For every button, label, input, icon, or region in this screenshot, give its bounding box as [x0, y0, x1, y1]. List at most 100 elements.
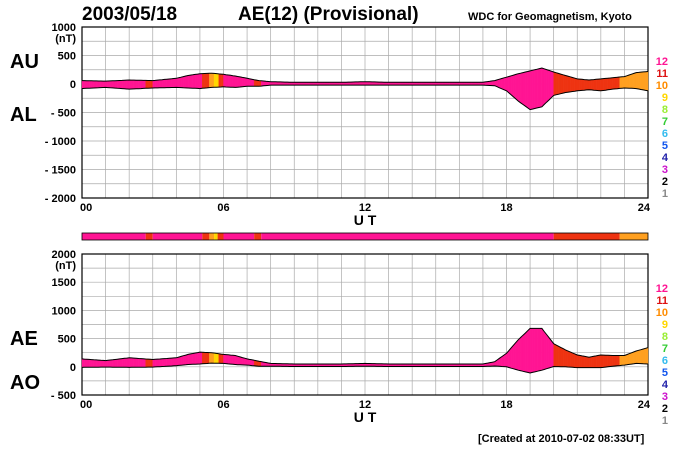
area-slice [536, 328, 540, 372]
area-slice [124, 357, 128, 368]
area-slice [166, 78, 170, 88]
area-slice [525, 330, 528, 373]
area-slice [628, 352, 632, 365]
legend-level: 1 [662, 415, 668, 427]
area-slice [225, 354, 229, 365]
area-slice [621, 76, 625, 89]
area-slice [211, 352, 215, 364]
area-slice [185, 354, 189, 365]
area-slice [237, 355, 241, 365]
area-slice [593, 79, 597, 91]
area-slice [131, 79, 135, 90]
area-slice [121, 358, 125, 368]
area-slice [218, 353, 222, 364]
area-slice [152, 359, 156, 368]
area-slice [544, 68, 547, 105]
area-slice [555, 344, 559, 367]
area-slice [249, 359, 252, 366]
area-slice [539, 328, 543, 372]
legend-level: 8 [662, 331, 668, 343]
area-slice [244, 77, 248, 87]
area-slice [600, 78, 604, 92]
series-line-ae [81, 327, 649, 365]
area-slice [631, 351, 635, 365]
area-slice [136, 358, 139, 368]
area-slice [235, 355, 238, 365]
area-slice [600, 354, 604, 368]
area-slice [157, 358, 161, 368]
area-slice [121, 80, 125, 90]
x-tick-label: 18 [500, 399, 512, 411]
area-slice [133, 79, 137, 90]
area-slice [95, 359, 99, 368]
y-tick-label: - 1000 [45, 136, 76, 148]
y-tick-label: - 500 [51, 390, 76, 402]
area-slice [110, 359, 113, 368]
area-slice [232, 75, 236, 88]
area-slice [534, 68, 538, 109]
area-slice [614, 355, 618, 367]
x-axis-label: U T [354, 409, 377, 425]
area-slice [192, 74, 196, 89]
area-slice [581, 79, 585, 91]
area-slice [612, 77, 616, 90]
area-slice [242, 77, 245, 87]
area-slice [154, 79, 158, 89]
legend-level: 11 [656, 68, 668, 80]
area-slice [525, 71, 528, 109]
area-slice [532, 328, 535, 373]
area-slice [261, 80, 264, 87]
area-slice [84, 80, 87, 89]
area-slice [503, 76, 507, 92]
area-slice [548, 70, 552, 101]
area-slice [183, 75, 186, 89]
area-slice [81, 358, 85, 368]
area-slice [511, 74, 514, 98]
plot-frame [81, 26, 649, 199]
area-slice [569, 76, 573, 93]
x-tick-label: 24 [638, 202, 651, 214]
legend-level: 7 [662, 343, 668, 355]
area-slice [187, 353, 191, 365]
x-axis-label: U T [354, 212, 377, 228]
area-slice [225, 74, 229, 88]
area-slice [140, 358, 144, 368]
area-slice [560, 347, 564, 367]
area-slice [572, 77, 576, 92]
area-slice [143, 358, 146, 368]
area-slice [206, 352, 210, 364]
area-slice [110, 80, 113, 89]
strip-segment [217, 233, 224, 240]
area-slice [574, 353, 578, 368]
area-slice [253, 79, 257, 87]
area-slice [237, 76, 241, 88]
area-slice [220, 353, 224, 364]
area-slice [617, 76, 620, 89]
area-slice [152, 80, 156, 89]
area-slice [91, 80, 94, 89]
area-slice [508, 75, 512, 96]
area-slice [103, 360, 106, 368]
y-tick-label: - 500 [51, 108, 76, 120]
area-slice [544, 330, 547, 370]
area-slice [147, 358, 151, 368]
area-slice [534, 328, 538, 373]
area-slice [178, 356, 182, 366]
area-slice [565, 75, 569, 93]
area-slice [128, 357, 132, 368]
area-slice [100, 360, 104, 368]
area-slice [143, 80, 146, 89]
area-slice [621, 355, 625, 366]
legend-level: 10 [656, 80, 668, 92]
area-slice [584, 79, 587, 91]
area-slice [567, 350, 571, 368]
area-slice [98, 359, 102, 368]
area-slice [235, 75, 238, 88]
area-slice [558, 345, 561, 367]
area-slice [98, 80, 102, 88]
area-slice [173, 357, 177, 367]
area-slice [555, 72, 559, 96]
area-slice [586, 79, 590, 91]
area-slice [223, 354, 227, 364]
area-slice [246, 358, 250, 366]
